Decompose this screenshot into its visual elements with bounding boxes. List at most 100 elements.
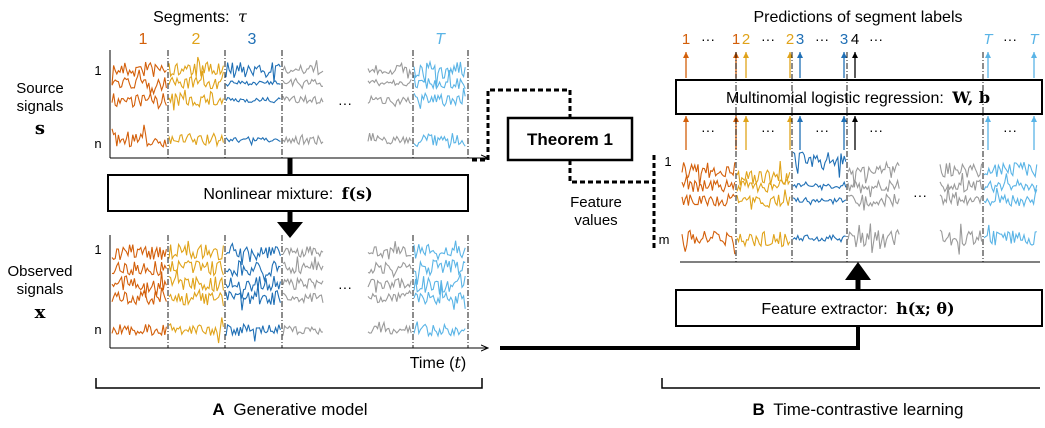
feature-traces	[681, 151, 1038, 255]
regression-label: Multinomial logistic regression: W, b	[726, 88, 990, 107]
observed-trace	[225, 284, 281, 311]
pred-label: 2	[786, 31, 794, 48]
feature-trace	[736, 173, 791, 194]
observed-trace	[413, 240, 466, 262]
source-trace	[413, 133, 466, 149]
source-signal-traces	[111, 56, 466, 149]
prediction-arrows	[683, 52, 1037, 150]
prediction-arrow-head	[841, 116, 847, 122]
regression-dots: ···	[815, 122, 829, 138]
mixture-box	[107, 174, 469, 212]
observed-trace	[111, 323, 167, 337]
feature-trace	[847, 178, 900, 198]
source-trace	[282, 77, 323, 90]
extractor-label: Feature extractor: h(x; θ)	[761, 299, 954, 318]
regression-dots: ···	[701, 122, 715, 138]
observed-trace	[367, 241, 412, 260]
theorem-dotted-upper	[472, 88, 572, 162]
caption-a-bracket	[95, 378, 483, 389]
segment-dividers-a	[167, 50, 469, 348]
theorem-box	[506, 116, 634, 162]
feature-label-line2: values	[574, 212, 617, 229]
observed-trace	[367, 277, 412, 293]
source-trace	[282, 133, 324, 146]
feature-trace	[847, 223, 900, 253]
observed-trace	[282, 256, 324, 275]
extractor-input-connector	[500, 318, 860, 350]
observed-trace	[282, 276, 324, 291]
pred-label: 4	[851, 31, 859, 48]
observed-trace	[168, 240, 224, 261]
observed-trace	[367, 261, 412, 279]
source-trace	[367, 61, 412, 79]
source-dots: ···	[338, 95, 352, 111]
regression-dots: ···	[1003, 122, 1017, 138]
caption-a: A Generative model	[212, 400, 367, 419]
feature-trace	[792, 233, 846, 244]
source-trace	[367, 78, 412, 87]
panel-a: Segments: τ 1 2 3 T Source signals s 1 n…	[7, 7, 488, 419]
prediction-labels: 1 ··· 1 2 ··· 2 3 ··· 3 4 ··· T ··· T	[682, 31, 1041, 48]
feature-trace	[736, 230, 791, 248]
feature-trace	[681, 174, 736, 193]
source-trace	[367, 94, 412, 108]
regression-box	[675, 79, 1043, 115]
observed-trace	[168, 317, 224, 344]
source-trace	[282, 60, 324, 76]
pred-dots: ···	[701, 31, 715, 47]
pred-dots: ···	[869, 31, 883, 47]
source-label-line2: signals	[17, 98, 64, 115]
caption-b-bracket	[661, 378, 1040, 389]
prediction-arrow-head	[985, 52, 991, 58]
time-label: Time (t)	[410, 353, 467, 372]
source-label-line1: Source	[16, 80, 64, 97]
predictions-title: Predictions of segment labels	[754, 9, 963, 26]
prediction-arrow-head	[852, 52, 858, 58]
observed-row-first: 1	[94, 242, 101, 257]
source-trace	[225, 62, 281, 83]
source-trace	[168, 89, 224, 111]
feature-trace	[681, 192, 736, 208]
source-trace	[282, 93, 324, 105]
source-trace	[367, 132, 412, 145]
observed-trace	[111, 244, 167, 261]
observed-trace	[225, 242, 281, 266]
source-trace	[168, 56, 224, 78]
observed-trace	[111, 287, 167, 306]
feature-trace	[939, 223, 983, 255]
observed-label-line1: Observed	[7, 263, 72, 280]
feature-trace	[983, 187, 1038, 208]
pred-label: 1	[682, 31, 690, 48]
feature-trace	[681, 162, 736, 186]
feature-trace	[983, 161, 1038, 179]
pred-label: 1	[732, 31, 740, 48]
feature-trace	[939, 162, 983, 178]
feature-trace	[792, 151, 847, 178]
mixture-label: Nonlinear mixture: f(s)	[203, 184, 372, 203]
feature-label-line1: Feature	[570, 194, 622, 211]
observed-trace	[282, 292, 324, 305]
prediction-arrow-head	[797, 116, 803, 122]
regression-dots: ···	[761, 122, 775, 138]
feature-trace	[736, 189, 791, 210]
segment-label-3: 3	[248, 31, 257, 48]
segment-label-T: T	[435, 31, 446, 48]
observed-trace	[168, 288, 224, 306]
observed-trace	[168, 259, 224, 277]
pred-label: 3	[796, 31, 804, 48]
source-trace	[111, 124, 167, 148]
pred-label: 3	[840, 31, 848, 48]
theorem-link: Theorem 1 Feature values	[472, 88, 656, 248]
feature-trace	[792, 180, 847, 192]
observed-trace	[413, 273, 466, 295]
feature-row-last: m	[659, 232, 670, 247]
observed-trace	[413, 284, 466, 310]
prediction-arrow-head	[683, 52, 689, 58]
observed-symbol: x	[35, 302, 46, 323]
feature-trace	[939, 173, 983, 193]
source-trace	[413, 70, 466, 90]
source-trace	[225, 96, 281, 104]
observed-trace	[111, 271, 167, 298]
prediction-arrow-head	[743, 52, 749, 58]
